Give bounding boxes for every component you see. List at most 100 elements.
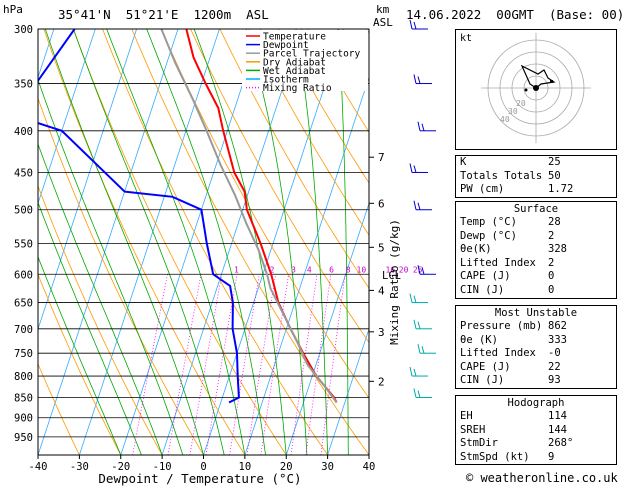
index-label: θe (K) <box>460 333 498 346</box>
legend-entry: Temperature <box>263 32 326 43</box>
series-temperature <box>185 29 338 403</box>
isotherm-line <box>120 29 262 455</box>
index-value: 2 <box>548 229 555 242</box>
index-row: EH 114 <box>456 410 616 424</box>
pressure-tick-label: 450 <box>14 167 33 179</box>
wind-barb-flag <box>409 19 413 30</box>
index-value: -0 <box>548 347 561 360</box>
index-label: Temp (°C) <box>460 216 517 228</box>
index-value: 28 <box>548 216 561 228</box>
mixing-ratio-label: 3 <box>291 265 296 274</box>
height-tick-label: 4 <box>378 284 385 297</box>
index-row: Lifted Index -0 <box>456 347 616 361</box>
index-label: Lifted Index <box>460 256 536 269</box>
isotherm-line <box>327 327 369 455</box>
copyright-footer: © weatheronline.co.uk <box>466 471 618 485</box>
temperature-tick-label: 10 <box>239 461 252 473</box>
index-label: Pressure (mb) <box>460 320 543 332</box>
wind-barb-flag <box>417 344 421 354</box>
isotherm-line <box>38 29 179 455</box>
legend-entry: Isotherm <box>263 75 309 86</box>
index-value: 50 <box>548 169 561 182</box>
index-value: 22 <box>548 360 561 373</box>
wind-barb-flag <box>409 293 413 303</box>
index-value: 0 <box>548 283 555 296</box>
isotherm-line <box>203 29 344 455</box>
dry-adiabat-line <box>38 362 80 455</box>
legend-entry: Wet Adiabat <box>263 66 326 77</box>
temperature-tick-label: 30 <box>321 461 334 473</box>
legend-entry: Dry Adiabat <box>263 57 326 68</box>
mixing-ratio-axis-title: Mixing Ratio (g/kg) <box>388 219 401 345</box>
indices-panel-hodograph: Hodograph EH 114 SREH 144 StmDir 268° StmSpd (… <box>455 395 617 466</box>
hodograph-ring-label: 30 <box>508 107 518 116</box>
hodograph-ring-label: 20 <box>516 99 526 108</box>
wind-barb-flag <box>413 74 417 84</box>
mixing-ratio-label: 25 <box>413 265 423 274</box>
hodograph-end-marker <box>550 80 553 83</box>
pressure-tick-label: 900 <box>14 413 33 425</box>
wind-barb-flag <box>413 319 417 329</box>
indices-panel-most-unstable: Most Unstable Pressure (mb) 862 θe (K) 333 L… <box>455 305 617 389</box>
index-value: 2 <box>548 256 555 269</box>
legend-box <box>242 30 368 91</box>
wind-barb-flag <box>417 321 421 329</box>
most-unstable-title: Most Unstable <box>456 305 616 320</box>
pressure-tick-label: 850 <box>14 392 33 404</box>
index-row: Totals Totals 50 <box>456 170 616 184</box>
temperature-tick-label: 40 <box>363 461 376 473</box>
pressure-tick-label: 800 <box>14 371 33 383</box>
height-unit-label-km: km <box>376 3 390 16</box>
pressure-tick-label: 950 <box>14 432 33 444</box>
wind-barb-flag <box>409 366 413 377</box>
index-label: CAPE (J) <box>460 270 511 283</box>
index-value: 268° <box>548 437 574 450</box>
mixing-ratio-label: 10 <box>357 265 367 274</box>
dry-adiabat-line <box>219 29 369 289</box>
index-value: 862 <box>548 320 567 332</box>
temperature-tick-label: 0 <box>200 461 206 473</box>
index-value: 328 <box>548 243 567 256</box>
indices-panel-top: K 25 Totals Totals 50 PW (cm) 1.72 <box>455 155 617 198</box>
index-label: CAPE (J) <box>460 360 511 373</box>
index-value: 93 <box>548 374 561 387</box>
index-label: SREH <box>460 423 486 436</box>
height-tick-label: 6 <box>378 197 385 210</box>
index-value: 25 <box>548 156 561 168</box>
temperature-tick-label: -20 <box>111 461 130 473</box>
pressure-tick-label: 400 <box>14 126 33 138</box>
isotherm-line <box>244 76 369 455</box>
mixing-ratio-line <box>189 274 223 455</box>
index-row: PW (cm) 1.72 <box>456 183 616 197</box>
index-row: Lifted Index 2 <box>456 257 616 271</box>
index-label: EH <box>460 410 473 422</box>
index-row: StmDir 268° <box>456 437 616 451</box>
index-label: StmDir <box>460 437 498 450</box>
index-label: CIN (J) <box>460 374 505 387</box>
isotherm-line <box>79 29 220 455</box>
legend-entry: Parcel Trajectory <box>263 49 361 60</box>
index-value: 1.72 <box>548 183 574 196</box>
indices-panel-surface: Surface Temp (°C) 28 Dewp (°C) 2 θe(K) 328 Lif… <box>455 201 617 299</box>
wind-barb-flag <box>413 368 417 377</box>
wet-adiabat-line <box>38 78 184 455</box>
wind-barb-flag <box>413 21 417 30</box>
temperature-tick-label: -40 <box>29 461 48 473</box>
index-label: θe(K) <box>460 243 492 256</box>
wind-barb-flag <box>417 390 421 398</box>
isotherm-line <box>0 29 13 455</box>
surface-title: Surface <box>456 201 616 216</box>
height-tick-label: 5 <box>378 241 385 254</box>
mixing-ratio-label: 16 <box>386 265 396 274</box>
pressure-tick-label: 650 <box>14 298 33 310</box>
isotherm-line <box>38 29 137 331</box>
temperature-tick-label: -10 <box>153 461 172 473</box>
height-tick-label: 7 <box>378 151 385 164</box>
mixing-ratio-line <box>132 274 168 455</box>
index-row: CAPE (J) 22 <box>456 361 616 375</box>
height-tick-label: 3 <box>378 326 385 339</box>
series-parcel-trajectory <box>160 29 338 404</box>
datetime-header: 14.06.2022 00GMT (Base: 00) <box>406 7 625 22</box>
temperature-tick-label: 20 <box>280 461 293 473</box>
height-unit-label-asl: ASL <box>373 16 393 29</box>
